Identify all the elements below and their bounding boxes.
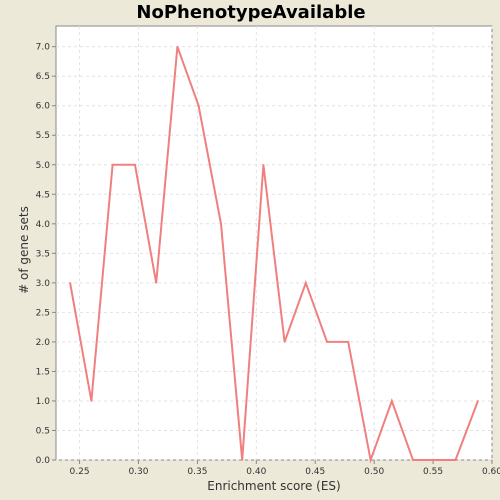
y-tick-label: 2.0	[36, 338, 51, 348]
data-point	[305, 282, 307, 284]
x-tick-label: 0.60	[482, 467, 500, 477]
y-axis-label: # of gene sets	[17, 206, 31, 294]
axes: 0.25 0.30 0.35 0.40 0.45 0.50 0.55 0.60 0.0 0.5 1.…	[36, 43, 500, 477]
data-point	[111, 163, 114, 166]
data-point	[262, 163, 265, 166]
y-tick-label: 6.5	[36, 72, 50, 82]
x-tick-label: 0.50	[364, 467, 384, 477]
grid	[56, 26, 493, 461]
data-point	[283, 341, 286, 343]
y-tick-label: 1.5	[36, 367, 50, 377]
x-tick-label: 0.30	[128, 467, 148, 477]
y-tick-label: 4.5	[36, 190, 50, 200]
y-tick-label: 0.5	[36, 426, 50, 436]
x-tick-label: 0.55	[423, 467, 443, 477]
y-tick-label: 1.0	[36, 397, 51, 407]
data-point	[347, 341, 350, 343]
data-point	[433, 459, 436, 461]
data-point	[155, 282, 157, 284]
data-point	[197, 104, 200, 107]
data-point	[69, 282, 71, 284]
y-tick-label: 3.0	[36, 279, 51, 289]
data-point	[412, 459, 414, 461]
x-tick-label: 0.25	[70, 467, 90, 477]
y-tick-label: 5.5	[36, 131, 50, 141]
data-point	[391, 400, 393, 402]
x-tick-label: 0.40	[246, 467, 266, 477]
y-tick-label: 0.0	[36, 456, 51, 466]
y-tick-label: 6.0	[36, 102, 51, 112]
x-axis-label: Enrichment score (ES)	[207, 479, 340, 493]
data-point	[241, 459, 243, 461]
x-tick-label: 0.45	[305, 467, 325, 477]
y-tick-label: 2.5	[36, 308, 50, 318]
y-tick-label: 3.5	[36, 249, 50, 259]
data-point	[176, 45, 179, 48]
x-tick-label: 0.35	[187, 467, 207, 477]
data-point	[369, 459, 372, 461]
data-point	[454, 459, 457, 461]
y-tick-label: 7.0	[36, 43, 51, 53]
data-point	[477, 400, 479, 402]
series-line	[69, 46, 479, 464]
data-point	[220, 223, 222, 225]
y-tick-label: 5.0	[36, 161, 51, 171]
data-point	[134, 163, 136, 166]
data-point	[90, 400, 93, 402]
data-point	[326, 341, 328, 343]
chart-title: NoPhenotypeAvailable	[136, 2, 365, 23]
y-tick-label: 4.0	[36, 220, 51, 230]
plot-area	[55, 25, 493, 461]
series	[69, 45, 479, 464]
